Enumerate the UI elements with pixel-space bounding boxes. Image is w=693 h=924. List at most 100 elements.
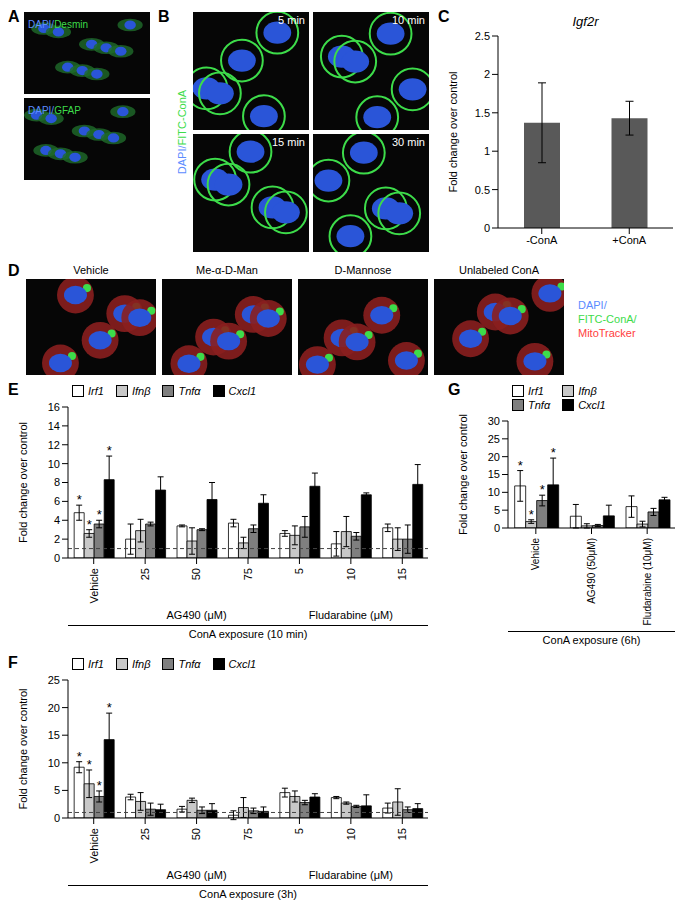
svg-text:5: 5 <box>54 784 60 796</box>
html-text:Cxcl1: Cxcl1 <box>228 385 257 397</box>
svg-text:75: 75 <box>242 828 254 840</box>
svg-text:0: 0 <box>484 222 490 234</box>
svg-text:10: 10 <box>345 568 357 580</box>
svg-text:75: 75 <box>242 568 254 580</box>
svg-text:Fold change over control: Fold change over control <box>17 688 29 809</box>
svg-text:Fludarabine (10μM): Fludarabine (10μM) <box>642 538 653 625</box>
html-text:30 min: 30 min <box>392 136 425 148</box>
html-text:MitoTracker: MitoTracker <box>578 327 636 339</box>
svg-text:*: * <box>77 492 82 507</box>
svg-text:-ConA: -ConA <box>526 234 558 246</box>
svg-text:25: 25 <box>139 828 151 840</box>
svg-text:*: * <box>540 482 545 497</box>
html-text:A: A <box>8 8 20 25</box>
svg-text:4: 4 <box>54 514 60 526</box>
html-text:FITC-ConA/: FITC-ConA/ <box>578 313 637 325</box>
svg-text:Vehicle: Vehicle <box>88 568 100 603</box>
svg-text:+ConA: +ConA <box>612 234 647 246</box>
svg-text:Vehicle: Vehicle <box>530 538 541 571</box>
svg-text:AG490 (50μM): AG490 (50μM) <box>586 538 597 604</box>
html-text:Irf1: Irf1 <box>528 385 544 397</box>
svg-text:0: 0 <box>54 812 60 824</box>
svg-text:10: 10 <box>488 486 500 498</box>
html-text:G: G <box>448 381 461 398</box>
html-text:Tnfα: Tnfα <box>178 658 201 670</box>
svg-text:30: 30 <box>488 415 500 427</box>
svg-text:25: 25 <box>48 674 60 686</box>
svg-text:15: 15 <box>48 729 60 741</box>
html-text:Me-α-D-Man: Me-α-D-Man <box>196 264 258 276</box>
svg-text:*: * <box>518 458 523 473</box>
svg-text:*: * <box>97 778 102 793</box>
html-text:Ifnβ: Ifnβ <box>578 385 597 397</box>
html-text:C: C <box>438 8 450 25</box>
svg-text:2: 2 <box>484 68 490 80</box>
html-text:Irf1: Irf1 <box>88 658 104 670</box>
svg-text:*: * <box>107 443 112 458</box>
html-text:ConA exposure (3h): ConA exposure (3h) <box>199 888 297 900</box>
svg-text:15: 15 <box>488 468 500 480</box>
svg-text:Fold change over control: Fold change over control <box>457 414 469 535</box>
html-text:Cxcl1: Cxcl1 <box>578 399 606 411</box>
html-text:15 min: 15 min <box>272 136 305 148</box>
svg-text:8: 8 <box>54 476 60 488</box>
svg-text:5: 5 <box>293 568 305 574</box>
svg-text:20: 20 <box>48 702 60 714</box>
html-text:AG490 (μM): AG490 (μM) <box>166 609 227 621</box>
svg-text:5: 5 <box>293 828 305 834</box>
html-text:Cxcl1: Cxcl1 <box>228 658 257 670</box>
html-text:ConA exposure (10 min): ConA exposure (10 min) <box>188 628 308 640</box>
svg-text:50: 50 <box>190 568 202 580</box>
html-text:5 min: 5 min <box>278 14 305 26</box>
html-text:D-Mannose: D-Mannose <box>334 264 392 276</box>
svg-text:15: 15 <box>396 828 408 840</box>
html-text:Ifnβ: Ifnβ <box>131 658 151 670</box>
svg-text:*: * <box>529 507 534 522</box>
svg-text:Vehicle: Vehicle <box>88 828 100 863</box>
svg-text:1: 1 <box>484 145 490 157</box>
svg-text:*: * <box>551 445 556 460</box>
html-text:Igf2r: Igf2r <box>572 14 599 29</box>
svg-text:DAPI/FITC-ConA: DAPI/FITC-ConA <box>176 89 188 174</box>
html-text:AG490 (μM): AG490 (μM) <box>166 869 227 881</box>
svg-text:14: 14 <box>48 420 60 432</box>
svg-text:12: 12 <box>48 439 60 451</box>
svg-text:2.5: 2.5 <box>475 30 490 42</box>
html-text:ConA exposure (6h): ConA exposure (6h) <box>542 634 641 646</box>
svg-text:*: * <box>87 757 92 772</box>
svg-text:*: * <box>97 507 102 522</box>
svg-text:10: 10 <box>345 828 357 840</box>
html-text:Vehicle: Vehicle <box>73 264 109 276</box>
html-text:Tnfα: Tnfα <box>528 399 551 411</box>
svg-text:*: * <box>77 749 82 764</box>
svg-text:20: 20 <box>488 451 500 463</box>
svg-text:1.5: 1.5 <box>475 107 490 119</box>
html-text:Fludarabine (μM): Fludarabine (μM) <box>308 609 393 621</box>
svg-text:50: 50 <box>190 828 202 840</box>
svg-text:Fold change over control: Fold change over control <box>447 71 459 192</box>
svg-text:16: 16 <box>48 401 60 413</box>
svg-text:10: 10 <box>48 757 60 769</box>
svg-text:6: 6 <box>54 495 60 507</box>
svg-text:25: 25 <box>139 568 151 580</box>
svg-text:*: * <box>107 700 112 715</box>
svg-text:0: 0 <box>54 552 60 564</box>
html-text:Tnfα: Tnfα <box>178 385 201 397</box>
svg-text:*: * <box>87 517 92 532</box>
html-text:D: D <box>8 262 20 279</box>
svg-text:2: 2 <box>54 533 60 545</box>
svg-text:25: 25 <box>488 433 500 445</box>
html-text:Ifnβ: Ifnβ <box>131 385 151 397</box>
svg-text:15: 15 <box>396 568 408 580</box>
html-text:Unlabeled ConA: Unlabeled ConA <box>458 264 540 276</box>
html-text:B: B <box>158 8 170 25</box>
svg-text:5: 5 <box>494 504 500 516</box>
svg-text:0.5: 0.5 <box>475 184 490 196</box>
html-text:Irf1: Irf1 <box>88 385 104 397</box>
svg-text:Fold change over control: Fold change over control <box>17 422 29 543</box>
html-text:Fludarabine (μM): Fludarabine (μM) <box>308 869 393 881</box>
svg-text:0: 0 <box>494 522 500 534</box>
html-text:10 min: 10 min <box>392 14 425 26</box>
svg-text:10: 10 <box>48 458 60 470</box>
html-text:DAPI/: DAPI/ <box>578 299 607 311</box>
